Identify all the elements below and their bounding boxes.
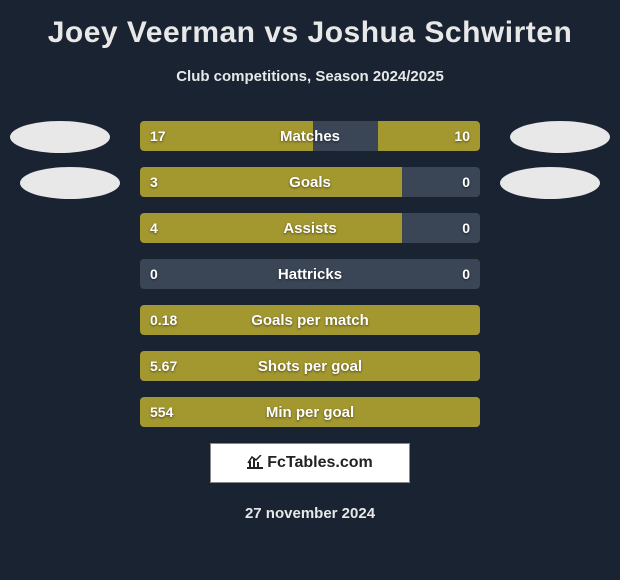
chart-icon xyxy=(247,455,263,472)
stat-row: Min per goal554 xyxy=(140,397,480,427)
stat-label: Hattricks xyxy=(140,259,480,289)
player2-avatar xyxy=(500,167,600,199)
stat-value-right: 10 xyxy=(454,121,470,151)
stat-bars: Matches1710Goals30Assists40Hattricks00Go… xyxy=(140,121,480,427)
chart-area: Matches1710Goals30Assists40Hattricks00Go… xyxy=(0,121,620,427)
stat-row: Shots per goal5.67 xyxy=(140,351,480,381)
stat-row: Goals per match0.18 xyxy=(140,305,480,335)
stat-value-right: 0 xyxy=(462,259,470,289)
stat-value-right: 0 xyxy=(462,167,470,197)
stat-row: Matches17 10 xyxy=(140,121,480,151)
player1-avatar-shadow xyxy=(10,121,110,153)
stat-row: Assists4 0 xyxy=(140,213,480,243)
source-logo-text: FcTables.com xyxy=(267,454,373,472)
stat-value-left: 5.67 xyxy=(150,351,177,381)
stat-row: Goals3 0 xyxy=(140,167,480,197)
stat-label: Goals xyxy=(140,167,480,197)
comparison-infographic: Joey Veerman vs Joshua Schwirten Club co… xyxy=(0,0,620,580)
stat-label: Min per goal xyxy=(140,397,480,427)
stat-row: Hattricks0 0 xyxy=(140,259,480,289)
stat-value-right: 0 xyxy=(462,213,470,243)
stat-value-left: 3 xyxy=(150,167,158,197)
date-label: 27 november 2024 xyxy=(0,505,620,522)
player2-avatar-shadow xyxy=(510,121,610,153)
stat-label: Matches xyxy=(140,121,480,151)
source-logo: FcTables.com xyxy=(210,443,410,483)
stat-value-left: 554 xyxy=(150,397,173,427)
stat-value-left: 17 xyxy=(150,121,166,151)
stat-value-left: 0.18 xyxy=(150,305,177,335)
subtitle: Club competitions, Season 2024/2025 xyxy=(0,68,620,85)
stat-label: Shots per goal xyxy=(140,351,480,381)
stat-label: Goals per match xyxy=(140,305,480,335)
stat-label: Assists xyxy=(140,213,480,243)
page-title: Joey Veerman vs Joshua Schwirten xyxy=(0,16,620,50)
stat-value-left: 0 xyxy=(150,259,158,289)
stat-value-left: 4 xyxy=(150,213,158,243)
player1-avatar xyxy=(20,167,120,199)
